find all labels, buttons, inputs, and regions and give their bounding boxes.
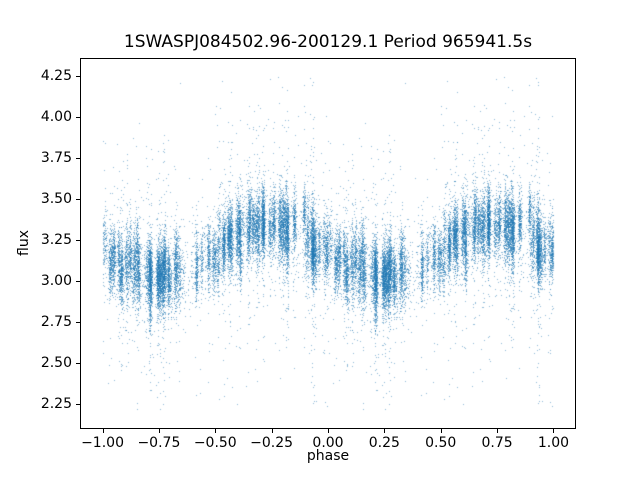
x-tick-mark (552, 429, 554, 433)
x-tick-mark (383, 429, 385, 433)
x-tick-label: −0.75 (137, 435, 181, 451)
y-tick-mark (76, 362, 80, 364)
y-tick-label: 3.00 (40, 273, 72, 290)
x-tick-label: −0.50 (193, 435, 237, 451)
x-tick-mark (158, 429, 160, 433)
x-tick-label: 1.00 (537, 435, 570, 451)
y-tick-mark (76, 321, 80, 323)
y-tick-label: 4.25 (40, 68, 72, 85)
x-axis-label: phase (306, 448, 350, 464)
x-tick-label: −1.00 (81, 435, 124, 451)
y-tick-label: 3.50 (40, 191, 72, 208)
x-tick-mark (440, 429, 442, 433)
x-tick-mark (214, 429, 216, 433)
x-tick-label: 0.50 (425, 435, 457, 451)
x-tick-mark (271, 429, 273, 433)
y-tick-mark (76, 75, 80, 77)
x-tick-mark (327, 429, 329, 433)
axes-spines (80, 58, 576, 429)
plot-title: 1SWASPJ084502.96-200129.1 Period 965941.… (123, 32, 533, 52)
y-tick-mark (76, 198, 80, 200)
x-tick-label: 0.75 (481, 435, 513, 451)
y-tick-label: 2.25 (40, 396, 72, 413)
y-tick-mark (76, 280, 80, 282)
y-tick-mark (76, 157, 80, 159)
y-tick-mark (76, 116, 80, 118)
x-tick-mark (496, 429, 498, 433)
y-tick-label: 2.50 (40, 355, 72, 372)
x-tick-label: −0.25 (250, 435, 294, 451)
x-tick-label: 0.00 (312, 435, 344, 451)
y-tick-mark (76, 403, 80, 405)
y-tick-label: 3.75 (40, 150, 72, 167)
y-axis-label: flux (16, 230, 32, 256)
x-tick-label: 0.25 (368, 435, 400, 451)
y-tick-label: 4.00 (40, 109, 72, 126)
y-tick-label: 3.25 (40, 232, 72, 249)
y-tick-mark (76, 239, 80, 241)
x-tick-mark (102, 429, 104, 433)
y-tick-label: 2.75 (40, 314, 72, 331)
